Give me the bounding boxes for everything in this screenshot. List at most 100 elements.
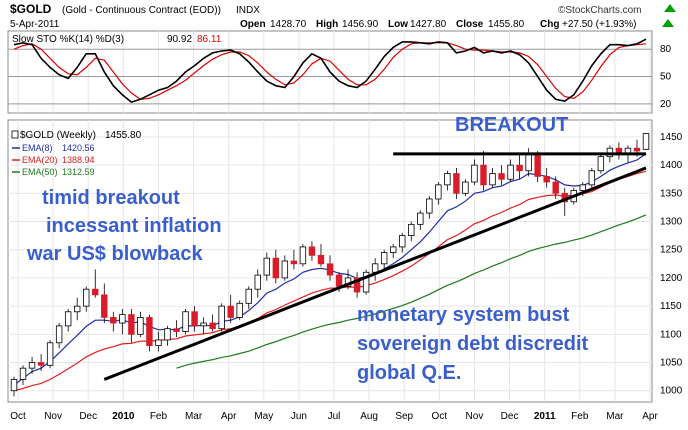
stochastic-levels: 80 50 20: [8, 44, 672, 110]
candle-body: [525, 153, 532, 172]
high-label: High: [316, 19, 338, 30]
open-value: 1428.70: [270, 19, 307, 30]
y-tick-label: 1100: [660, 329, 682, 340]
up-arrow-icon-2: [662, 19, 674, 27]
candle: [28, 356, 36, 374]
x-tick-label: Feb: [571, 411, 589, 422]
candle-body: [110, 316, 117, 324]
candle-body: [317, 254, 325, 265]
candle: [507, 159, 514, 183]
candle: [597, 153, 605, 174]
candle-body: [299, 246, 307, 265]
candle: [218, 303, 225, 332]
candle-body: [588, 170, 596, 186]
candle: [110, 311, 117, 332]
candle: [200, 317, 207, 335]
candle: [263, 252, 270, 281]
candle: [272, 249, 280, 284]
candle-body: [453, 173, 460, 194]
candle: [37, 354, 45, 371]
stochastic-grid: [17, 31, 651, 113]
candle: [128, 308, 135, 343]
candle-body: [209, 322, 216, 330]
x-tick-label: Dec: [501, 411, 519, 422]
stochastic-d-value: 86.11: [197, 34, 222, 45]
candle: [317, 244, 325, 267]
candle: [281, 255, 289, 281]
candle-body: [272, 257, 280, 279]
stochastic-label: Slow STO %K(14) %D(3): [12, 34, 124, 45]
legend-ema50-value: 1312.59: [62, 167, 95, 177]
candle: [326, 255, 334, 281]
candle: [64, 308, 72, 332]
candle: [462, 179, 469, 197]
y-tick-label: 1400: [660, 160, 683, 171]
legend-main: $GOLD (Weekly): [20, 130, 96, 141]
x-tick-label: Dec: [79, 411, 97, 422]
x-tick-label: Oct: [10, 411, 26, 422]
candle: [489, 167, 496, 188]
candle-body: [480, 164, 487, 186]
x-axis: Oct Nov Dec 2010 Feb Mar Apr May Jun Jul Aug Sep Oct…: [10, 411, 658, 422]
price-y-axis: 1000 1050 1100 1150 1200 1250 1300 1350 1400 1450: [660, 132, 683, 397]
x-tick-label: 2011: [534, 411, 556, 422]
up-arrow-icon: [664, 4, 676, 12]
close-value: 1455.80: [488, 19, 525, 30]
legend-ema20: EMA(20): [22, 155, 58, 165]
x-tick-label: Nov: [44, 411, 62, 422]
candle: [19, 365, 27, 386]
candle-body: [46, 342, 54, 366]
candle-body: [417, 212, 424, 225]
x-tick-label: Jun: [291, 411, 307, 422]
y-tick-label: 1250: [660, 245, 683, 256]
candle-body: [218, 305, 225, 330]
candle-body: [335, 274, 343, 287]
candle-body: [101, 294, 108, 318]
candle-legend-icon: [11, 130, 19, 139]
x-tick-label: Apr: [642, 411, 658, 422]
x-tick-label: May: [254, 411, 273, 422]
candle-body: [55, 325, 63, 344]
y-tick-label: 1000: [660, 386, 683, 397]
candle-body: [507, 164, 514, 180]
high-value: 1456.90: [342, 19, 379, 30]
stoch-level-label: 80: [660, 44, 672, 55]
date: 5-Apr-2011: [10, 19, 60, 30]
candle: [453, 167, 460, 199]
candle: [308, 241, 316, 261]
candle-body: [64, 311, 72, 327]
candle-body: [137, 316, 144, 335]
stoch-level-label: 50: [660, 72, 672, 83]
candle: [299, 244, 307, 267]
candle: [552, 176, 559, 199]
annotation-left-2: incessant inflation: [46, 215, 222, 237]
candle-body: [155, 339, 162, 346]
price-legend: $GOLD (Weekly) 1455.80 EMA(8) 1420.56 EM…: [11, 130, 142, 177]
candle: [164, 325, 171, 346]
candle-body: [74, 305, 81, 313]
candle-body: [182, 311, 189, 332]
x-tick-label: Apr: [221, 411, 237, 422]
candle-body: [146, 316, 153, 346]
candle-body: [444, 173, 451, 186]
ema50-line: [176, 214, 647, 369]
candle: [55, 323, 63, 349]
candle: [245, 286, 252, 309]
candle: [390, 244, 397, 259]
candle-body: [597, 156, 605, 172]
stochastic-k-value: 90.92: [167, 34, 192, 45]
candle: [353, 272, 361, 298]
legend-ema50: EMA(50): [22, 167, 58, 177]
candle-body: [552, 181, 559, 194]
candle-body: [191, 311, 198, 327]
candle: [146, 314, 153, 352]
candle-body: [173, 328, 180, 332]
annotation-bottom-3: global Q.E.: [357, 362, 461, 384]
candle-body: [10, 379, 18, 392]
candle: [182, 308, 189, 335]
close-label: Close: [456, 19, 484, 30]
brand: ©StockCharts.com: [558, 5, 642, 16]
candle: [254, 269, 261, 298]
candle: [543, 167, 550, 188]
candle-body: [326, 263, 334, 276]
